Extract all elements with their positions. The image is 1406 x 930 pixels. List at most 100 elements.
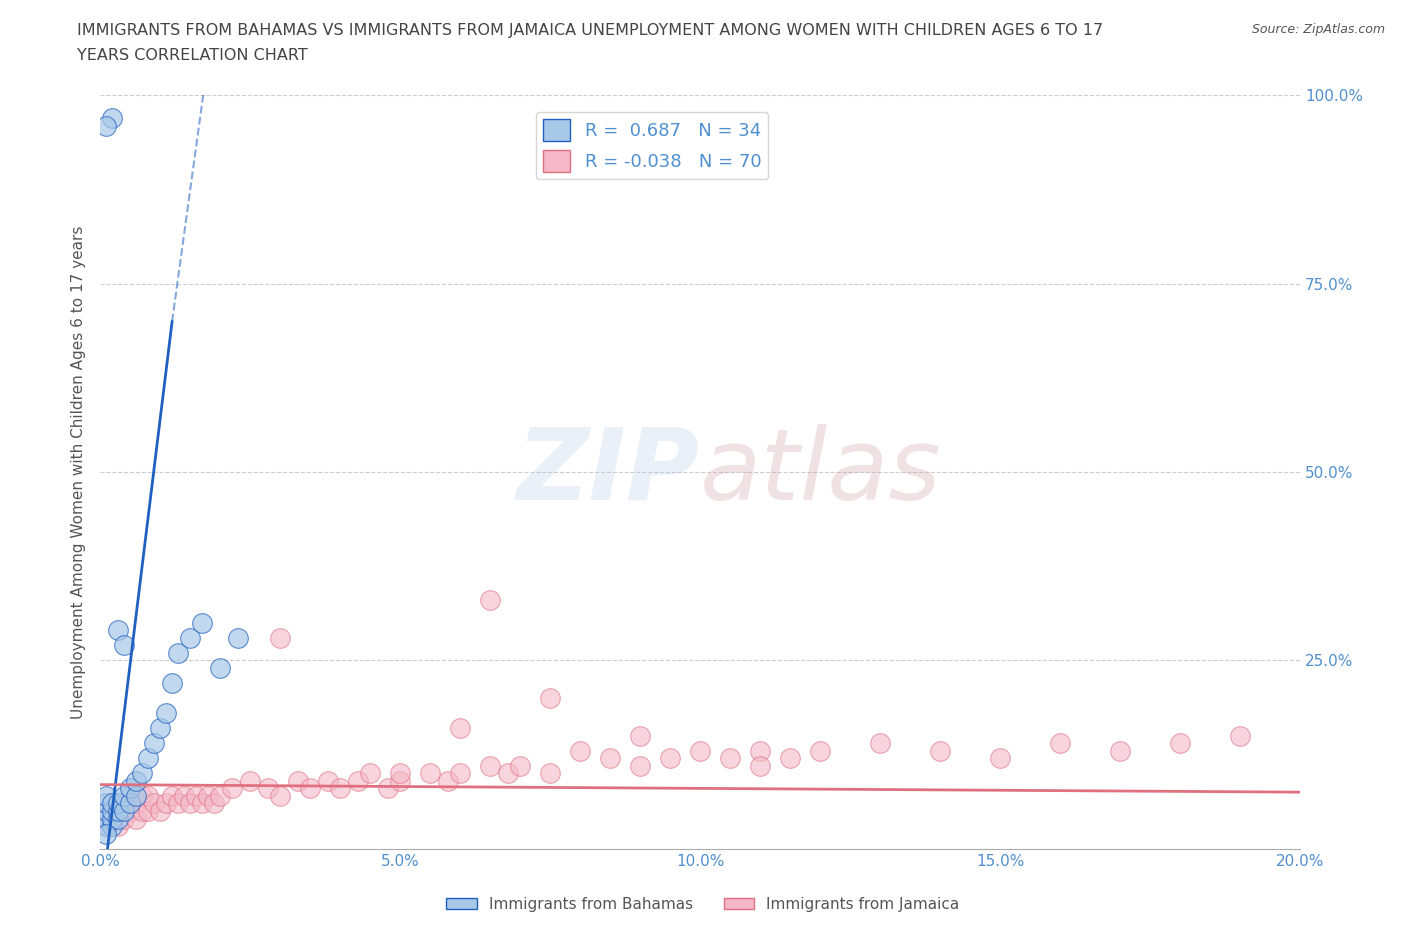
Point xyxy=(160,675,183,690)
Point xyxy=(101,796,124,811)
Point xyxy=(101,796,124,811)
Point xyxy=(120,804,142,818)
Point xyxy=(389,774,412,789)
Point xyxy=(155,706,177,721)
Point xyxy=(143,736,166,751)
Point xyxy=(689,743,711,758)
Point xyxy=(191,616,214,631)
Point xyxy=(120,781,142,796)
Point xyxy=(628,758,651,773)
Point xyxy=(1049,736,1071,751)
Point xyxy=(112,789,135,804)
Point xyxy=(107,804,129,818)
Point xyxy=(101,111,124,126)
Point xyxy=(94,796,117,811)
Point xyxy=(449,766,471,781)
Point xyxy=(101,811,124,826)
Point xyxy=(112,811,135,826)
Point xyxy=(869,736,891,751)
Point xyxy=(179,631,201,645)
Point xyxy=(287,774,309,789)
Point xyxy=(173,789,195,804)
Point xyxy=(269,789,291,804)
Point xyxy=(94,818,117,833)
Point xyxy=(988,751,1011,765)
Point xyxy=(779,751,801,765)
Point xyxy=(179,796,201,811)
Point xyxy=(167,796,190,811)
Point xyxy=(1109,743,1132,758)
Point xyxy=(101,804,124,818)
Point xyxy=(149,804,172,818)
Point xyxy=(239,774,262,789)
Point xyxy=(389,766,412,781)
Point xyxy=(419,766,441,781)
Point xyxy=(101,811,124,826)
Point xyxy=(94,811,117,826)
Point xyxy=(107,623,129,638)
Point xyxy=(143,796,166,811)
Point xyxy=(359,766,381,781)
Point xyxy=(509,758,531,773)
Point xyxy=(94,789,117,804)
Point xyxy=(94,818,117,833)
Point xyxy=(120,789,142,804)
Point xyxy=(316,774,339,789)
Point xyxy=(107,804,129,818)
Point xyxy=(184,789,207,804)
Point xyxy=(107,796,129,811)
Point xyxy=(437,774,460,789)
Point xyxy=(479,758,502,773)
Point xyxy=(155,796,177,811)
Point xyxy=(718,751,741,765)
Point xyxy=(257,781,280,796)
Legend: R =  0.687   N = 34, R = -0.038   N = 70: R = 0.687 N = 34, R = -0.038 N = 70 xyxy=(536,112,768,179)
Point xyxy=(107,811,129,826)
Point xyxy=(101,818,124,833)
Point xyxy=(112,638,135,653)
Point xyxy=(202,796,225,811)
Point xyxy=(112,804,135,818)
Text: YEARS CORRELATION CHART: YEARS CORRELATION CHART xyxy=(77,48,308,63)
Point xyxy=(479,592,502,607)
Point xyxy=(299,781,322,796)
Point xyxy=(749,758,772,773)
Point xyxy=(347,774,370,789)
Point xyxy=(125,811,148,826)
Point xyxy=(125,789,148,804)
Point xyxy=(131,789,153,804)
Text: ZIP: ZIP xyxy=(517,423,700,521)
Point xyxy=(808,743,831,758)
Point xyxy=(659,751,682,765)
Y-axis label: Unemployment Among Women with Children Ages 6 to 17 years: Unemployment Among Women with Children A… xyxy=(72,225,86,719)
Point xyxy=(136,751,159,765)
Point xyxy=(628,728,651,743)
Point xyxy=(94,804,117,818)
Point xyxy=(449,721,471,736)
Point xyxy=(329,781,352,796)
Point xyxy=(209,789,232,804)
Point xyxy=(125,796,148,811)
Point xyxy=(167,645,190,660)
Point xyxy=(149,721,172,736)
Point xyxy=(94,804,117,818)
Text: atlas: atlas xyxy=(700,423,942,521)
Point xyxy=(538,766,561,781)
Point xyxy=(131,804,153,818)
Point xyxy=(107,818,129,833)
Point xyxy=(749,743,772,758)
Point xyxy=(191,796,214,811)
Point xyxy=(160,789,183,804)
Point xyxy=(569,743,592,758)
Text: Source: ZipAtlas.com: Source: ZipAtlas.com xyxy=(1251,23,1385,36)
Point xyxy=(94,826,117,841)
Point xyxy=(136,789,159,804)
Point xyxy=(112,796,135,811)
Point xyxy=(131,766,153,781)
Point xyxy=(120,796,142,811)
Point xyxy=(1229,728,1251,743)
Point xyxy=(221,781,243,796)
Text: IMMIGRANTS FROM BAHAMAS VS IMMIGRANTS FROM JAMAICA UNEMPLOYMENT AMONG WOMEN WITH: IMMIGRANTS FROM BAHAMAS VS IMMIGRANTS FR… xyxy=(77,23,1104,38)
Point xyxy=(538,691,561,706)
Point xyxy=(136,804,159,818)
